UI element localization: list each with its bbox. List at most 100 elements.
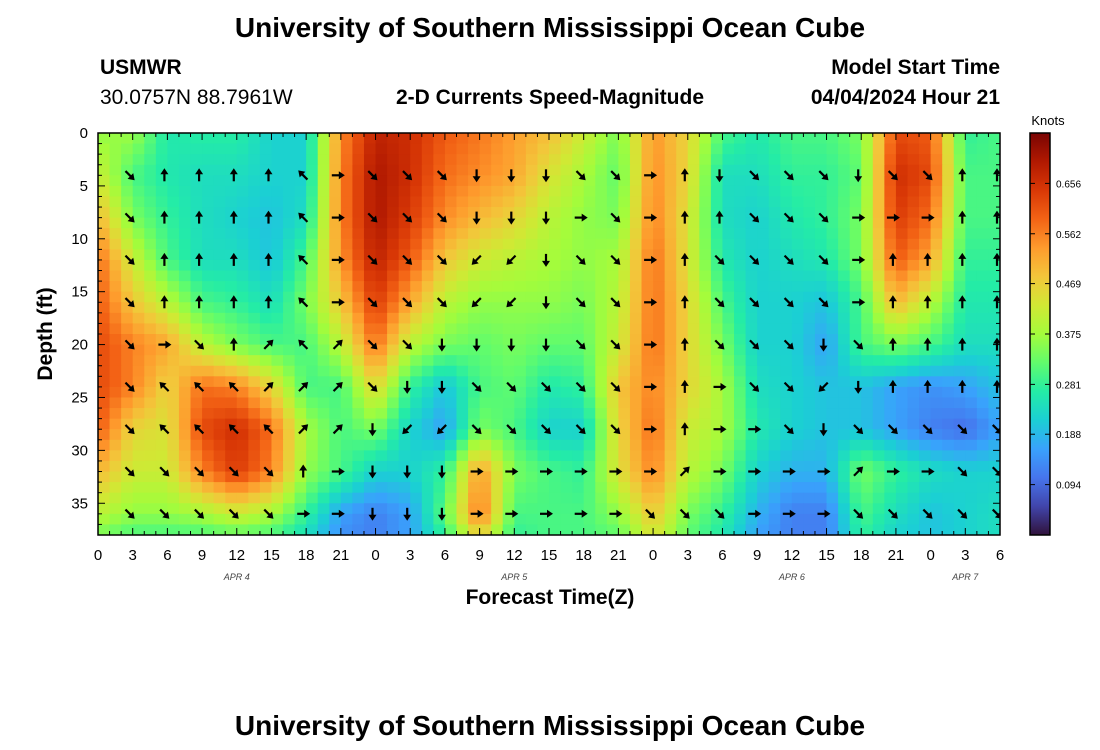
heatmap-cell [259,482,273,494]
heatmap-cell [109,344,122,356]
heatmap-cell [549,482,562,494]
current-arrow [506,254,517,265]
heatmap-cell [398,450,411,462]
heatmap-cell [641,270,654,282]
heatmap-cell [849,270,862,282]
y-tick-label: 30 [71,442,88,459]
heatmap-cell [294,185,307,198]
current-arrow [783,254,794,265]
heatmap-cell [618,217,631,229]
heatmap-cell [98,334,111,346]
heatmap-cell [710,429,724,441]
heatmap-cell [745,185,758,198]
heatmap-cell [167,238,180,250]
heatmap-cell [664,302,677,314]
heatmap-cell [595,376,608,388]
heatmap-cell [583,355,596,367]
heatmap-cell [398,418,411,430]
current-arrow [542,169,550,183]
heatmap-cell [259,450,273,462]
heatmap-cell [317,323,330,335]
heatmap-cell [676,408,689,420]
heatmap-cell [583,217,596,229]
current-arrow [610,339,621,350]
heatmap-cell [398,503,411,515]
current-arrow [958,379,967,393]
heatmap-cell [375,460,388,473]
heatmap-cell [202,503,215,515]
current-arrow [368,465,377,479]
heatmap-cell [734,228,747,240]
heatmap-cell [953,217,966,229]
heatmap-cell [884,312,897,325]
heatmap-cell [872,143,885,155]
heatmap-cell [213,312,226,325]
heatmap-cell [525,207,539,219]
current-arrow-head [160,295,169,302]
current-arrow [298,424,309,435]
heatmap-cell [930,344,943,356]
current-arrow-head [338,467,345,476]
heatmap-cell [699,196,712,208]
heatmap-cell [757,196,770,208]
heatmap-cell [780,450,793,462]
heatmap-cell [676,133,689,145]
heatmap-cell [791,408,805,420]
heatmap-cell [722,323,735,335]
heatmap-cell [687,524,700,535]
heatmap-cell [410,185,423,198]
heatmap-cell [456,482,469,494]
heatmap-cell [849,281,862,293]
heatmap-cell [213,334,226,346]
heatmap-cell [444,429,458,441]
heatmap-cell [340,482,354,494]
current-arrow [922,508,933,519]
heatmap-cell [641,460,654,473]
current-arrow-head [299,464,308,471]
current-arrow [819,423,828,437]
heatmap-cell [352,175,365,187]
heatmap-cell [433,259,446,272]
heatmap-cell [976,217,990,229]
heatmap-cell [537,259,550,272]
current-arrow [402,254,413,265]
heatmap-cell [757,471,770,483]
heatmap-cell [664,355,677,367]
heatmap-cell [676,281,689,293]
heatmap-cell [838,450,851,462]
heatmap-cell [710,471,724,483]
heatmap-cell [248,323,261,335]
current-arrow-head [338,509,345,518]
heatmap-cell [444,524,458,535]
heatmap-cell [352,154,365,166]
current-arrow [298,212,309,223]
heatmap-cell [988,217,1000,229]
heatmap-cell [595,513,608,526]
heatmap-cell [340,344,354,356]
heatmap-cell [699,524,712,535]
heatmap-cell [710,408,724,420]
heatmap-cell [456,386,469,399]
heatmap-cell [132,259,145,272]
heatmap-cell [410,196,423,208]
heatmap-cell [907,365,920,377]
heatmap-cell [664,249,677,261]
heatmap-cell [525,365,539,377]
heatmap-cell [664,503,677,515]
heatmap-cell [572,302,585,314]
heatmap-cell [595,503,608,515]
heatmap-cell [317,524,330,535]
heatmap-cell [167,154,180,166]
heatmap-cell [907,482,920,494]
heatmap-cell [780,418,793,430]
heatmap-cell [664,334,677,346]
heatmap-cell [884,524,897,535]
heatmap-cell [838,513,851,526]
heatmap-cell [803,397,816,409]
heatmap-cell [271,154,284,166]
heatmap-cell [468,418,481,430]
heatmap-cell [468,439,481,451]
heatmap-cell [583,471,596,483]
heatmap-cell [838,376,851,388]
heatmap-cell [271,302,284,314]
